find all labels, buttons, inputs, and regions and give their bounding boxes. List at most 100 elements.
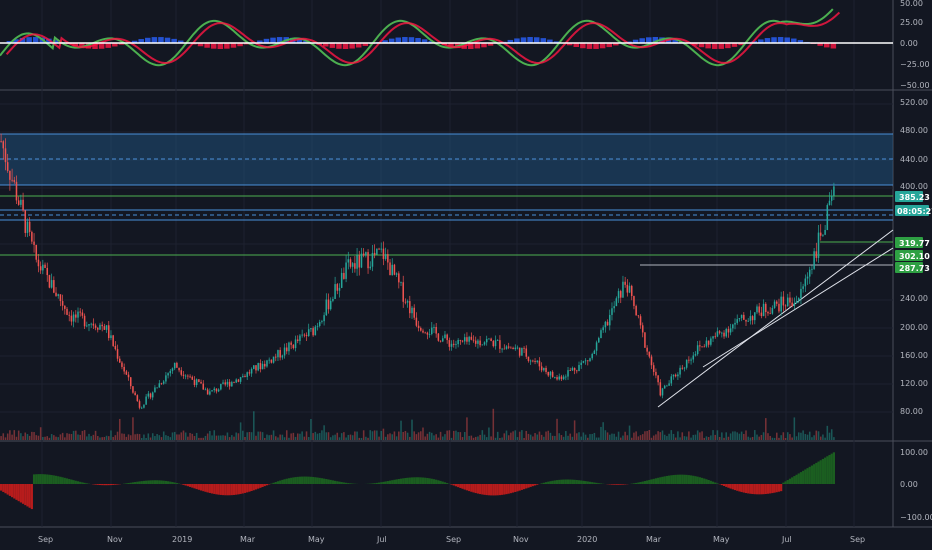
volume-bar — [108, 436, 110, 440]
price-tag-last[interactable]: 385.23 — [895, 191, 930, 202]
volume-bar — [633, 432, 635, 440]
macd-bar — [35, 474, 38, 484]
candle-body — [758, 306, 760, 313]
volume-bar — [367, 437, 369, 440]
trendline-lower[interactable] — [657, 229, 894, 408]
macd-bar — [459, 484, 462, 488]
macd-bar — [61, 477, 64, 484]
candle-body — [314, 326, 317, 336]
macd-axis[interactable]: 100.00 0.00 −100.00 — [900, 448, 932, 522]
candle-body — [417, 325, 420, 329]
volume-bar — [209, 430, 211, 440]
macd-bar — [558, 479, 561, 484]
candle-body — [615, 298, 618, 307]
candle-body — [64, 305, 66, 309]
volume-bar — [6, 433, 9, 440]
price-tag-319[interactable]: 319.77 — [895, 237, 930, 248]
candle-body — [182, 374, 185, 376]
volume-bar — [756, 434, 758, 440]
volume-bar — [828, 432, 831, 440]
wavetrend-histogram — [151, 37, 158, 43]
macd-bar — [439, 480, 442, 484]
wavetrend-oscillator[interactable] — [0, 8, 841, 67]
candle-body — [747, 320, 749, 322]
candle-body — [158, 383, 161, 388]
macd-bar — [826, 456, 829, 484]
volume-bar — [206, 433, 209, 440]
macd-bar — [553, 480, 556, 484]
candle-body — [817, 232, 820, 258]
candle-body — [154, 387, 156, 393]
wavetrend-histogram — [145, 37, 151, 43]
macd-tick: 100.00 — [900, 448, 928, 457]
candle-body — [771, 307, 774, 314]
macd-bar — [37, 474, 40, 484]
price-tag-countdown[interactable]: 08:05:27 — [895, 205, 932, 216]
wavetrend-histogram — [26, 37, 32, 43]
macd-bar — [472, 484, 475, 493]
volume-bar — [606, 432, 609, 440]
wavetrend-histogram — [698, 43, 705, 48]
volume-bar — [424, 436, 426, 440]
volume-bar — [630, 437, 633, 440]
candle-body — [176, 362, 178, 368]
volume-bar — [228, 437, 231, 440]
volume-bar — [573, 420, 576, 440]
candle-body — [189, 376, 191, 378]
volume-bar — [771, 437, 774, 440]
volume-bar — [402, 431, 404, 440]
candle-body — [173, 362, 176, 369]
date-tick: Mar — [240, 535, 256, 544]
price-candles[interactable] — [0, 133, 835, 410]
volume-bar — [545, 431, 547, 440]
wavetrend-histogram — [751, 41, 757, 43]
price-tag-287[interactable]: 287.73 — [895, 262, 930, 273]
macd-bar — [325, 479, 328, 484]
candle-body — [543, 367, 545, 371]
macd-bar — [503, 484, 506, 495]
candle-body — [373, 252, 376, 255]
price-axis[interactable]: 520.00 480.00 440.00 400.00 240.00 200.0… — [900, 98, 928, 416]
wavetrend-histogram — [487, 43, 494, 46]
volume-bar — [81, 430, 84, 440]
macd-bar — [145, 480, 148, 484]
macd-bar — [430, 478, 433, 484]
macd-bar — [162, 480, 165, 484]
support-band[interactable] — [0, 209, 893, 221]
volume-bar — [400, 420, 402, 440]
candle-body — [138, 401, 141, 408]
macd-bar — [127, 483, 130, 484]
macd-bar — [125, 483, 128, 484]
volume-bar — [767, 433, 769, 440]
trendline-upper[interactable] — [702, 247, 894, 368]
candle-body — [611, 308, 613, 315]
volume-bar — [310, 419, 312, 440]
wavetrend-histogram — [421, 39, 428, 43]
macd-bar — [371, 483, 374, 484]
volume-bar — [670, 430, 673, 440]
candle-body — [578, 365, 580, 372]
candle-body — [307, 329, 310, 336]
volume-bar — [99, 437, 101, 440]
volume-bar — [707, 437, 710, 440]
macd-bar — [689, 475, 693, 484]
macd-bar — [140, 481, 143, 484]
volume-bar — [527, 433, 530, 440]
price-tags[interactable]: 385.23 08:05:27 319.77 302.10 287.73 — [895, 191, 932, 273]
macd-bar — [10, 484, 14, 498]
macd-bar — [323, 478, 326, 484]
volume-bar — [275, 436, 277, 440]
supply-zone[interactable] — [0, 133, 893, 186]
macd-bar — [659, 477, 662, 484]
price-tag-302[interactable]: 302.10 — [895, 250, 930, 261]
volume-bar — [292, 432, 295, 440]
date-axis[interactable]: Sep Nov 2019 Mar May Jul Sep Nov 2020 Ma… — [38, 535, 865, 544]
countdown-bg — [895, 205, 929, 216]
wavetrend-histogram — [540, 38, 547, 43]
macd-histogram[interactable] — [0, 452, 835, 510]
oscillator-axis[interactable]: 50.00 25.00 0.00 −25.00 −50.00 — [900, 0, 930, 90]
macd-bar — [810, 465, 814, 484]
volume-bar — [384, 436, 387, 440]
